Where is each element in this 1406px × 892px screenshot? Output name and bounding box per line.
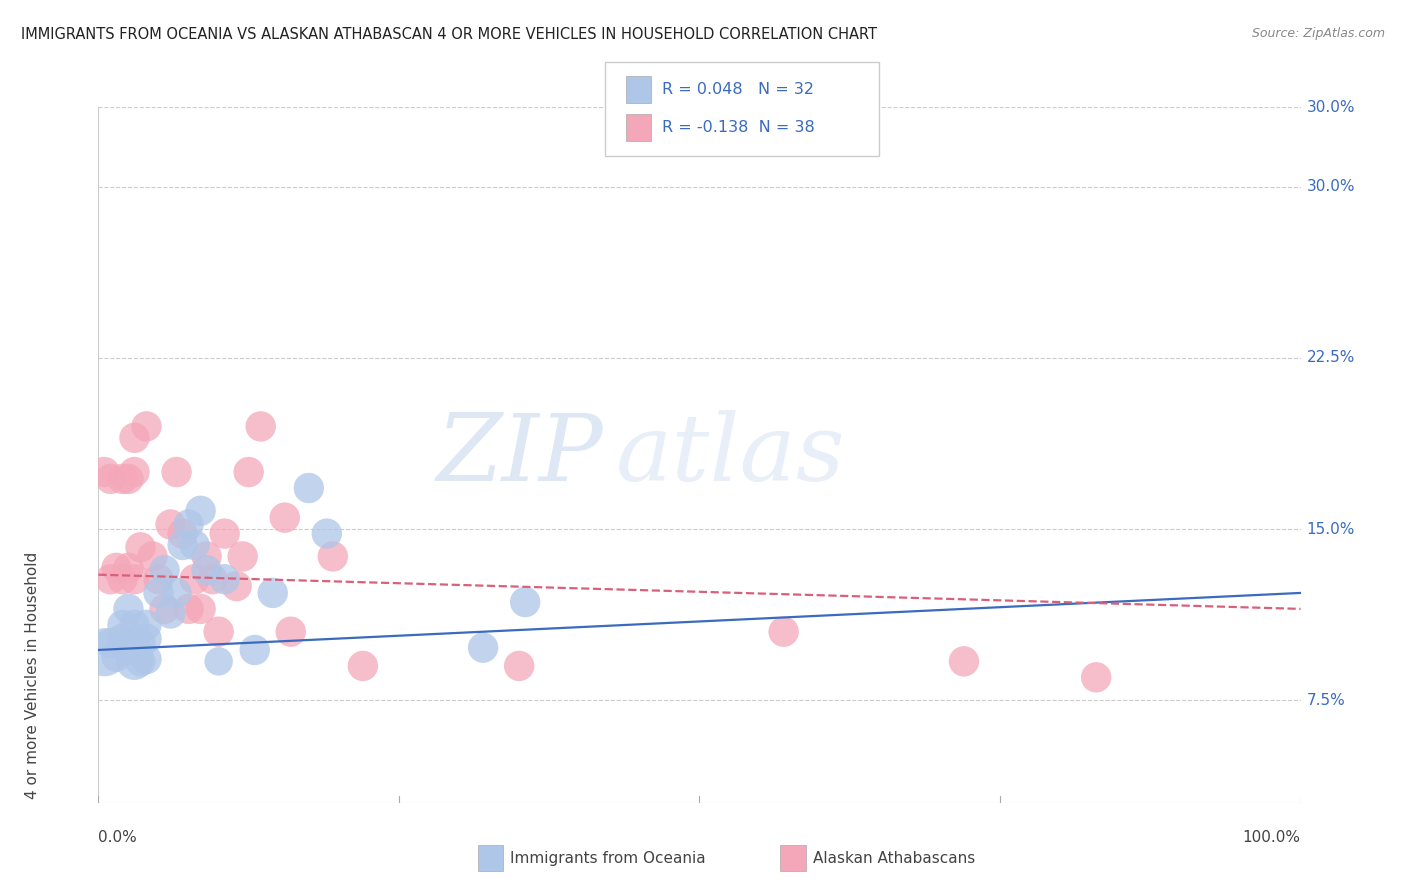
Point — [135, 419, 157, 434]
Point — [129, 541, 152, 555]
Point — [117, 561, 139, 575]
Point — [124, 431, 146, 445]
Text: R = 0.048   N = 32: R = 0.048 N = 32 — [662, 82, 814, 96]
Point — [190, 504, 212, 518]
Point — [135, 652, 157, 666]
Point — [249, 419, 271, 434]
Point — [129, 654, 152, 668]
Point — [195, 563, 218, 577]
Point — [280, 624, 302, 639]
Point — [135, 618, 157, 632]
Point — [243, 643, 266, 657]
Point — [105, 561, 128, 575]
Point — [111, 572, 134, 586]
Point — [190, 602, 212, 616]
Point — [111, 472, 134, 486]
Point — [262, 586, 284, 600]
Point — [352, 659, 374, 673]
Point — [100, 572, 122, 586]
Text: IMMIGRANTS FROM OCEANIA VS ALASKAN ATHABASCAN 4 OR MORE VEHICLES IN HOUSEHOLD CO: IMMIGRANTS FROM OCEANIA VS ALASKAN ATHAB… — [21, 27, 877, 42]
Point — [508, 659, 530, 673]
Text: 7.5%: 7.5% — [1306, 693, 1346, 707]
Point — [953, 654, 976, 668]
Point — [111, 618, 134, 632]
Point — [93, 465, 115, 479]
Point — [322, 549, 344, 564]
Point — [93, 645, 115, 659]
Text: 22.5%: 22.5% — [1306, 351, 1355, 366]
Point — [117, 602, 139, 616]
Point — [117, 472, 139, 486]
Point — [159, 607, 181, 621]
Point — [232, 549, 254, 564]
Point — [208, 624, 231, 639]
Point — [772, 624, 794, 639]
Point — [201, 572, 224, 586]
Point — [177, 517, 200, 532]
Point — [166, 465, 188, 479]
Point — [238, 465, 260, 479]
Text: 30.0%: 30.0% — [1306, 179, 1355, 194]
Point — [172, 538, 194, 552]
Point — [124, 654, 146, 668]
Text: ZIP: ZIP — [437, 410, 603, 500]
Point — [100, 636, 122, 650]
Point — [111, 632, 134, 646]
Point — [148, 572, 170, 586]
Point — [129, 636, 152, 650]
Point — [225, 579, 247, 593]
Text: 100.0%: 100.0% — [1243, 830, 1301, 846]
Point — [274, 510, 297, 524]
Point — [214, 526, 236, 541]
Text: Alaskan Athabascans: Alaskan Athabascans — [813, 851, 974, 865]
Point — [166, 586, 188, 600]
Point — [183, 572, 205, 586]
Point — [214, 572, 236, 586]
Point — [135, 632, 157, 646]
Point — [148, 586, 170, 600]
Point — [141, 549, 163, 564]
Point — [124, 636, 146, 650]
Point — [208, 654, 231, 668]
Point — [183, 538, 205, 552]
Point — [124, 618, 146, 632]
Text: 15.0%: 15.0% — [1306, 522, 1355, 537]
Point — [100, 472, 122, 486]
Text: Immigrants from Oceania: Immigrants from Oceania — [510, 851, 706, 865]
Point — [1085, 670, 1108, 684]
Text: R = -0.138  N = 38: R = -0.138 N = 38 — [662, 120, 815, 135]
Text: 4 or more Vehicles in Household: 4 or more Vehicles in Household — [25, 552, 39, 799]
Point — [153, 563, 176, 577]
Point — [298, 481, 321, 495]
Point — [177, 602, 200, 616]
Point — [153, 602, 176, 616]
Text: 0.0%: 0.0% — [98, 830, 138, 846]
Point — [472, 640, 495, 655]
Point — [124, 572, 146, 586]
Point — [195, 549, 218, 564]
Point — [159, 517, 181, 532]
Point — [172, 526, 194, 541]
Text: atlas: atlas — [616, 410, 845, 500]
Text: 30.0%: 30.0% — [1306, 100, 1355, 114]
Point — [315, 526, 337, 541]
Point — [117, 636, 139, 650]
Text: Source: ZipAtlas.com: Source: ZipAtlas.com — [1251, 27, 1385, 40]
Point — [515, 595, 537, 609]
Point — [124, 465, 146, 479]
Point — [105, 649, 128, 664]
